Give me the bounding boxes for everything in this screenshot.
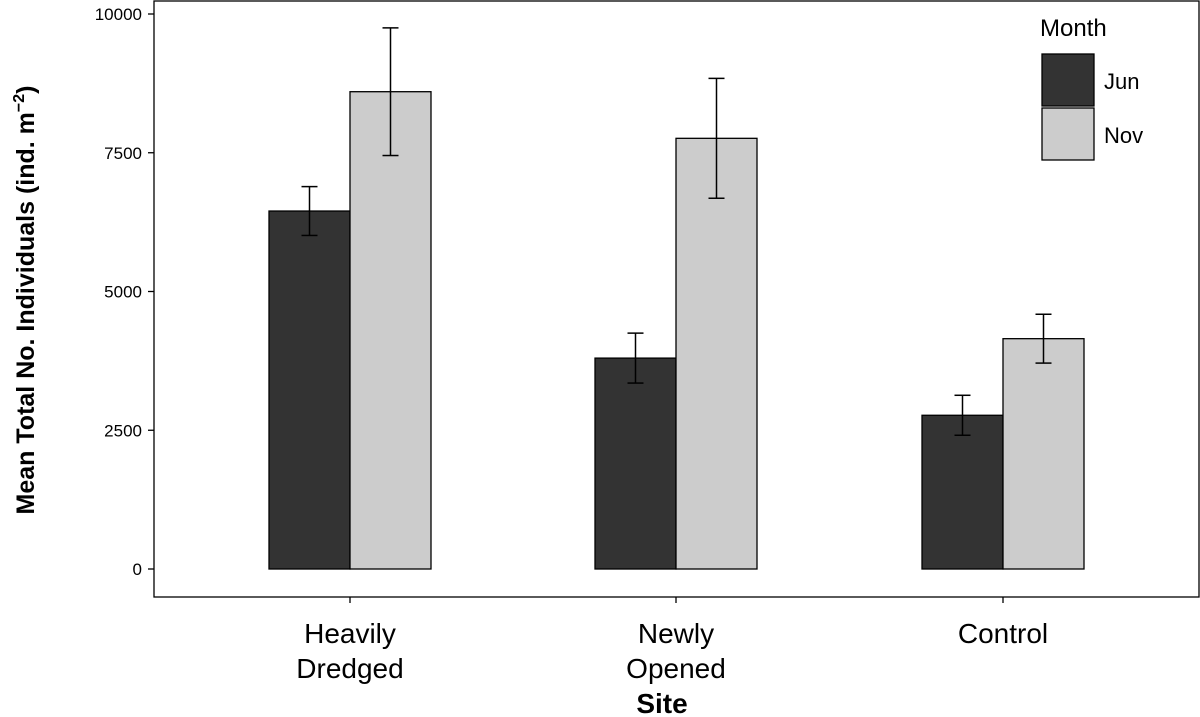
y-tick-label: 7500 [104, 144, 142, 163]
x-tick-label-line: Heavily [304, 618, 396, 649]
legend-label-nov: Nov [1104, 123, 1143, 148]
y-tick-label: 5000 [104, 283, 142, 302]
y-axis-title-superscript: −2 [11, 94, 28, 112]
x-tick-label-line: Control [958, 618, 1048, 649]
x-tick-label-line: Opened [626, 653, 726, 684]
bar-nov [1002, 338, 1085, 570]
error-bar [954, 394, 971, 436]
y-tick-label: 2500 [104, 421, 142, 440]
x-axis-title: Site [636, 688, 687, 717]
error-bar [1035, 313, 1052, 364]
bar-jun [594, 357, 677, 570]
x-tick-label: Heavily Dredged [296, 618, 403, 684]
legend: Month Jun Nov [1040, 15, 1143, 161]
x-tick-label: Control [958, 618, 1048, 649]
legend-label-jun: Jun [1104, 69, 1139, 94]
y-axis: 0 2500 5000 7500 10000 [95, 5, 154, 579]
bar-group [268, 91, 1085, 570]
y-axis-title: Mean Total No. Individuals (ind. m−2) [11, 86, 40, 515]
y-axis-title-close: ) [12, 86, 40, 94]
x-tick-label-line: Dredged [296, 653, 403, 684]
error-bar-group [301, 27, 1052, 436]
bar-jun [268, 210, 351, 570]
legend-swatch-jun [1041, 53, 1095, 107]
x-axis: Heavily Dredged Newly Opened Control [296, 597, 1048, 684]
error-bar [627, 332, 644, 384]
legend-swatch-nov [1041, 107, 1095, 161]
error-bar [301, 185, 318, 237]
error-bar [708, 77, 725, 200]
bar-nov [349, 91, 432, 570]
legend-title: Month [1040, 15, 1107, 42]
y-tick-label: 0 [133, 560, 142, 579]
x-tick-label: Newly Opened [626, 618, 726, 684]
error-bar [382, 27, 399, 157]
bar-nov [675, 137, 758, 570]
x-tick-label-line: Newly [638, 618, 714, 649]
y-tick-label: 10000 [95, 5, 142, 24]
y-axis-title-main: Mean Total No. Individuals (ind. m [12, 112, 40, 514]
bar-jun [921, 414, 1004, 570]
